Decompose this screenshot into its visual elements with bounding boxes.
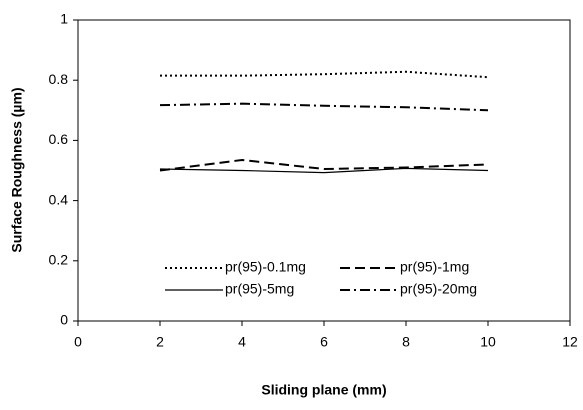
y-tick-label: 0.8 bbox=[49, 71, 69, 87]
x-tick-label: 12 bbox=[562, 334, 578, 350]
x-tick-label: 4 bbox=[238, 334, 246, 350]
series-line bbox=[159, 158, 489, 172]
y-axis-label: Surface Roughness (µm) bbox=[9, 87, 25, 252]
y-tick-label: 1 bbox=[60, 11, 68, 27]
x-tick-label: 8 bbox=[402, 334, 410, 350]
legend-label: pr(95)-1mg bbox=[400, 259, 469, 275]
y-tick-label: 0.6 bbox=[49, 131, 69, 147]
x-axis-label: Sliding plane (mm) bbox=[261, 382, 386, 398]
series-line bbox=[159, 167, 489, 174]
x-tick-label: 6 bbox=[320, 334, 328, 350]
series-line bbox=[159, 102, 489, 112]
x-tick-label: 10 bbox=[480, 334, 496, 350]
x-tick-label: 0 bbox=[74, 334, 82, 350]
series-line bbox=[160, 70, 489, 79]
y-tick-label: 0.4 bbox=[49, 191, 69, 207]
plot-area bbox=[77, 19, 571, 322]
y-tick-label: 0 bbox=[60, 312, 68, 328]
legend-label: pr(95)-20mg bbox=[400, 281, 477, 297]
y-tick-label: 0.2 bbox=[49, 252, 69, 268]
x-tick-label: 2 bbox=[156, 334, 164, 350]
legend-label: pr(95)-0.1mg bbox=[225, 259, 306, 275]
legend-label: pr(95)-5mg bbox=[225, 281, 294, 297]
